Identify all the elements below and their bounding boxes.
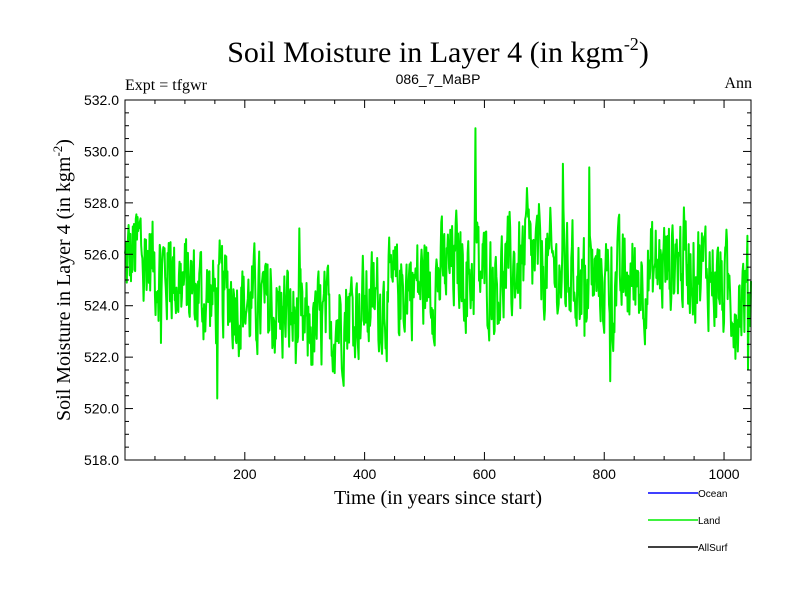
legend-label-land: Land <box>698 516 720 527</box>
x-tick-label: 600 <box>473 466 497 482</box>
x-axis-title: Time (in years since start) <box>334 487 542 509</box>
y-tick-label: 526.0 <box>84 246 119 262</box>
legend: Ocean Land AllSurf <box>648 489 728 554</box>
y-tick-label: 522.0 <box>84 349 119 365</box>
y-tick-label: 532.0 <box>84 92 119 108</box>
experiment-label: Expt = tfgwr <box>125 77 208 94</box>
ticks-layer: 200 400 600 800 1000 518.0 520.0 522.0 524.0 526.… <box>84 92 751 482</box>
x-tick-label: 800 <box>593 466 617 482</box>
x-tick-label: 200 <box>233 466 257 482</box>
run-label: 086_7_MaBP <box>396 71 481 87</box>
y-tick-label: 518.0 <box>84 452 119 468</box>
x-tick-label: 1000 <box>708 466 739 482</box>
y-axis-title: Soil Moisture in Layer 4 (in kgm-2) <box>50 139 75 421</box>
series-line-land <box>124 127 752 400</box>
x-tick-label: 400 <box>353 466 377 482</box>
y-tick-label: 520.0 <box>84 401 119 417</box>
period-label: Ann <box>724 75 752 92</box>
legend-label-allsurf: AllSurf <box>698 543 728 554</box>
y-tick-label: 528.0 <box>84 195 119 211</box>
legend-label-ocean: Ocean <box>698 489 727 500</box>
chart-title: Soil Moisture in Layer 4 (in kgm-2) <box>227 34 649 69</box>
series-layer <box>124 127 752 400</box>
y-tick-label: 530.0 <box>84 143 119 159</box>
y-tick-label: 524.0 <box>84 298 119 314</box>
